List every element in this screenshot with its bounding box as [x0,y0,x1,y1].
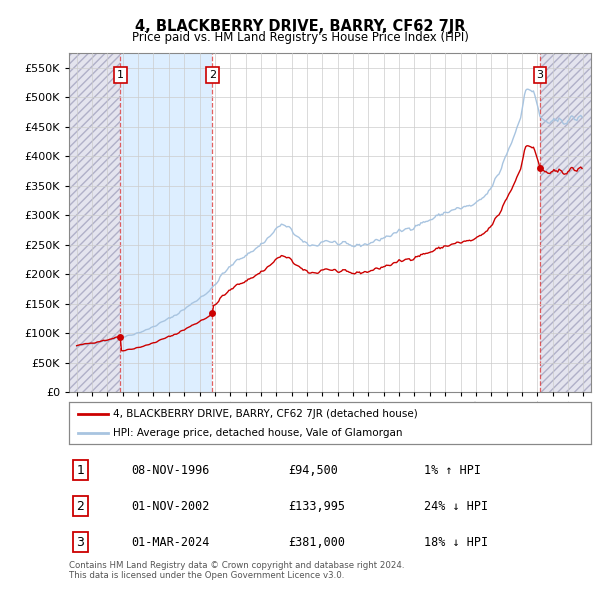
Text: HPI: Average price, detached house, Vale of Glamorgan: HPI: Average price, detached house, Vale… [113,428,403,438]
Text: 3: 3 [77,536,85,549]
Text: 1: 1 [77,464,85,477]
Text: 08-NOV-1996: 08-NOV-1996 [131,464,210,477]
Text: 4, BLACKBERRY DRIVE, BARRY, CF62 7JR: 4, BLACKBERRY DRIVE, BARRY, CF62 7JR [135,19,465,34]
Text: 2: 2 [209,70,216,80]
Text: 01-NOV-2002: 01-NOV-2002 [131,500,210,513]
Text: 1: 1 [117,70,124,80]
Text: £133,995: £133,995 [288,500,345,513]
Text: £381,000: £381,000 [288,536,345,549]
Text: 3: 3 [536,70,544,80]
Text: 2: 2 [77,500,85,513]
Text: Contains HM Land Registry data © Crown copyright and database right 2024.
This d: Contains HM Land Registry data © Crown c… [69,560,404,580]
Text: £94,500: £94,500 [288,464,338,477]
Text: 4, BLACKBERRY DRIVE, BARRY, CF62 7JR (detached house): 4, BLACKBERRY DRIVE, BARRY, CF62 7JR (de… [113,409,418,419]
Text: 1% ↑ HPI: 1% ↑ HPI [424,464,481,477]
Text: Price paid vs. HM Land Registry's House Price Index (HPI): Price paid vs. HM Land Registry's House … [131,31,469,44]
Text: 24% ↓ HPI: 24% ↓ HPI [424,500,488,513]
Text: 18% ↓ HPI: 18% ↓ HPI [424,536,488,549]
Text: 01-MAR-2024: 01-MAR-2024 [131,536,210,549]
